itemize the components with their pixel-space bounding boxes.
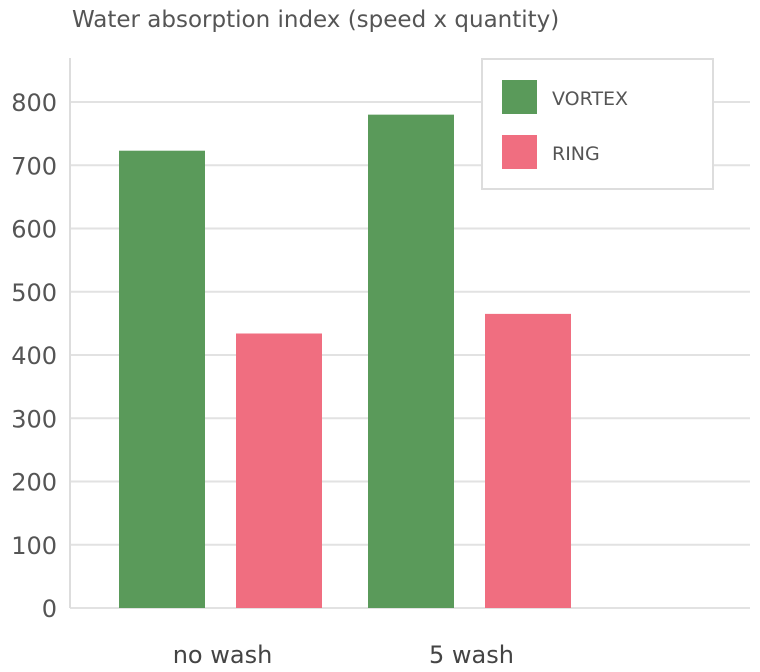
bar-vortex-5-wash bbox=[368, 114, 454, 609]
bar-ring-5-wash bbox=[485, 313, 571, 608]
x-tick-label-5-wash: 5 wash bbox=[429, 641, 514, 669]
legend-swatch-vortex bbox=[502, 80, 537, 114]
y-tick-label-200: 200 bbox=[11, 469, 57, 497]
y-tick-label-0: 0 bbox=[42, 595, 57, 623]
y-tick-label-800: 800 bbox=[11, 89, 57, 117]
bar-ring-no-wash bbox=[236, 333, 322, 608]
y-tick-label-400: 400 bbox=[11, 342, 57, 370]
y-tick-labels: 0 100 200 300 400 500 600 700 800 bbox=[11, 89, 57, 623]
bars bbox=[119, 114, 571, 609]
bar-vortex-no-wash bbox=[119, 150, 205, 608]
legend: VORTEX RING bbox=[481, 58, 714, 190]
legend-label-vortex: VORTEX bbox=[552, 88, 628, 110]
y-tick-label-700: 700 bbox=[11, 152, 57, 180]
y-tick-label-500: 500 bbox=[11, 279, 57, 307]
chart-title: Water absorption index (speed x quantity… bbox=[72, 7, 559, 33]
legend-label-ring: RING bbox=[552, 143, 600, 165]
y-tick-label-100: 100 bbox=[11, 532, 57, 560]
legend-box bbox=[481, 58, 714, 190]
legend-swatch-ring bbox=[502, 135, 537, 169]
y-tick-label-300: 300 bbox=[11, 405, 57, 433]
x-tick-labels: no wash 5 wash bbox=[173, 641, 514, 669]
x-tick-label-no-wash: no wash bbox=[173, 641, 273, 669]
y-tick-label-600: 600 bbox=[11, 216, 57, 244]
